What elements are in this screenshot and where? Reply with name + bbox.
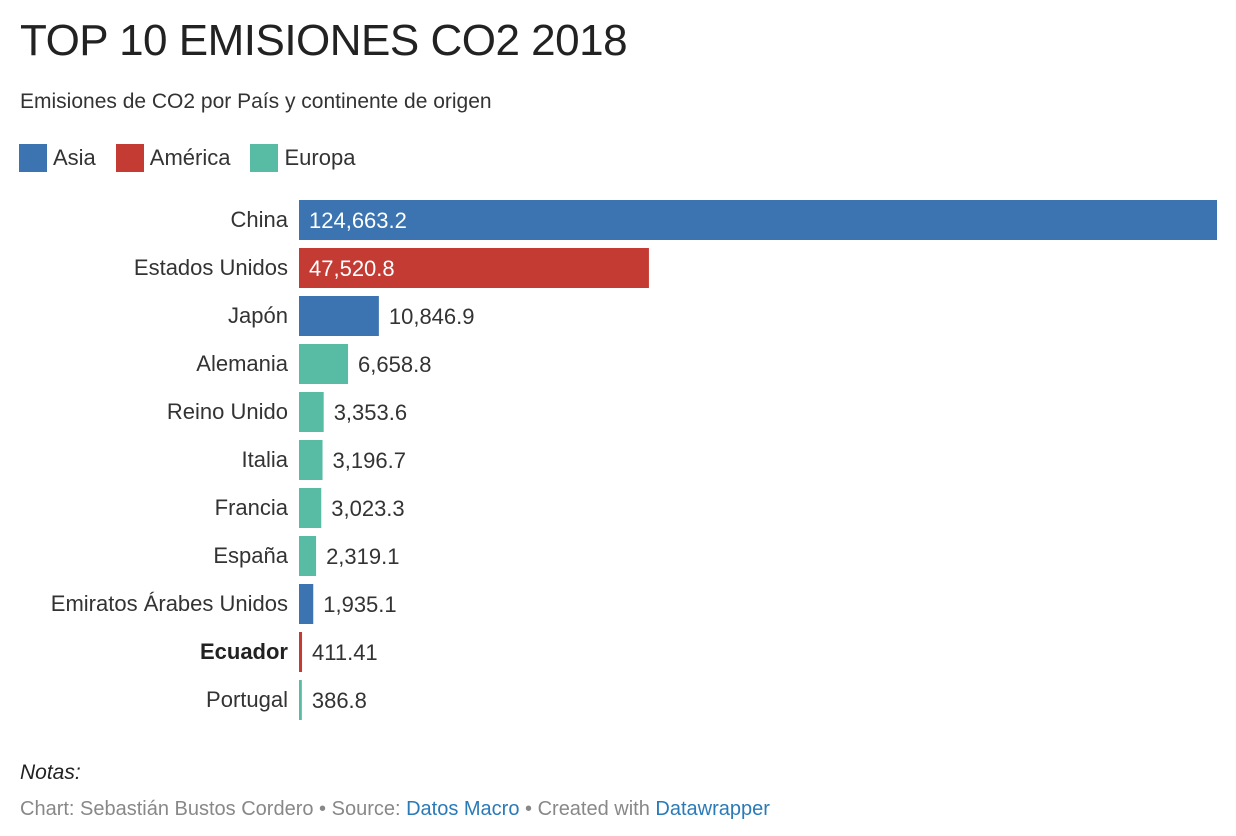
bar-china	[299, 200, 1217, 240]
value-label-estados-unidos: 47,520.8	[309, 256, 395, 281]
value-label-emiratos-arabes-unidos: 1,935.1	[323, 592, 396, 617]
bar-chart: China 124,663.2 Estados Unidos 47,520.8 Japó…	[51, 200, 1217, 720]
chart-title: TOP 10 EMISIONES CO2 2018	[20, 16, 628, 65]
value-label-italia: 3,196.7	[333, 448, 406, 473]
value-label-china: 124,663.2	[309, 208, 407, 233]
category-label-china: China	[231, 207, 289, 232]
datawrapper-link[interactable]: Datawrapper	[655, 798, 770, 820]
category-label-estados-unidos: Estados Unidos	[134, 255, 288, 280]
bar-japon	[299, 296, 379, 336]
source-link[interactable]: Datos Macro	[406, 798, 520, 820]
legend-label-america: América	[149, 145, 231, 170]
bar-portugal	[299, 680, 302, 720]
category-label-japon: Japón	[228, 303, 288, 328]
legend: Asia América Europa	[19, 144, 355, 172]
bar-italia	[299, 440, 323, 480]
category-label-alemania: Alemania	[196, 351, 288, 376]
legend-swatch-america	[115, 144, 144, 172]
bar-emiratos-arabes-unidos	[299, 584, 314, 624]
bar-francia	[299, 488, 322, 528]
category-label-emiratos-arabes-unidos: Emiratos Árabes Unidos	[51, 591, 288, 616]
bar-alemania	[299, 344, 349, 384]
bar-ecuador	[299, 632, 303, 672]
value-label-francia: 3,023.3	[331, 496, 404, 521]
category-label-francia: Francia	[215, 495, 289, 520]
legend-item-europa: Europa	[250, 144, 355, 172]
chart-footer: Chart: Sebastián Bustos Cordero • Source…	[20, 798, 770, 821]
legend-label-asia: Asia	[53, 145, 96, 170]
bar-espana	[299, 536, 317, 576]
category-label-reino-unido: Reino Unido	[167, 399, 288, 424]
value-label-alemania: 6,658.8	[358, 352, 431, 377]
footer-created-with: • Created with	[519, 798, 656, 820]
legend-label-europa: Europa	[284, 145, 356, 170]
chart-subtitle: Emisiones de CO2 por País y continente d…	[20, 90, 492, 113]
legend-item-asia: Asia	[19, 144, 96, 172]
value-label-espana: 2,319.1	[326, 544, 399, 569]
category-label-italia: Italia	[242, 447, 289, 472]
bar-reino-unido	[299, 392, 324, 432]
value-label-portugal: 386.8	[312, 688, 367, 713]
value-label-ecuador: 411.41	[312, 640, 378, 665]
value-label-reino-unido: 3,353.6	[334, 400, 407, 425]
value-label-japon: 10,846.9	[389, 304, 475, 329]
bar-estados-unidos	[299, 248, 649, 288]
notes-label: Notas:	[20, 761, 81, 784]
legend-swatch-asia	[19, 144, 47, 172]
category-label-portugal: Portugal	[206, 687, 288, 712]
footer-credit: Chart: Sebastián Bustos Cordero • Source…	[20, 798, 407, 820]
category-label-ecuador: Ecuador	[200, 639, 288, 664]
legend-swatch-europa	[250, 144, 279, 172]
category-label-espana: España	[213, 543, 288, 568]
legend-item-america: América	[115, 144, 231, 172]
